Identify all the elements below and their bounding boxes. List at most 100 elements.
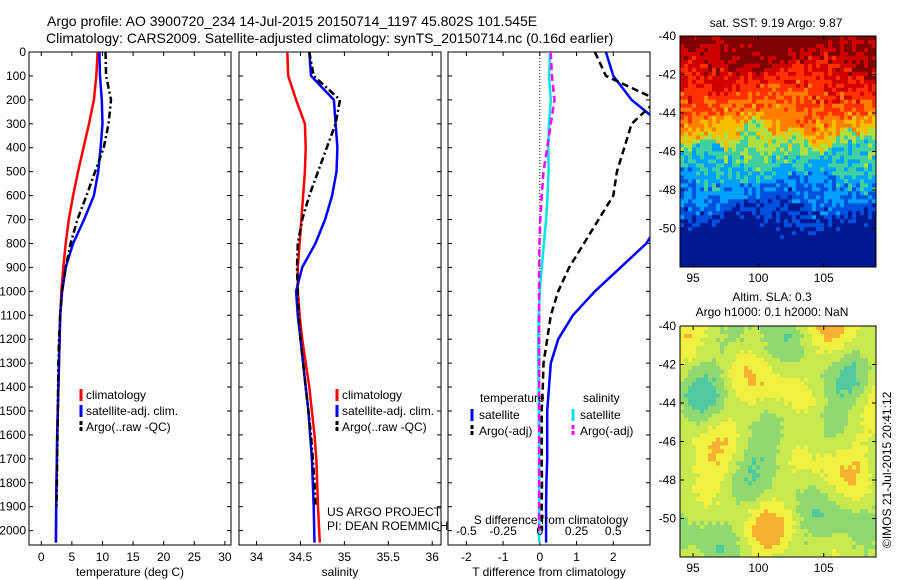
heatmap-cell bbox=[692, 235, 697, 240]
heatmap-cell bbox=[784, 127, 789, 132]
heatmap-cell bbox=[836, 389, 841, 395]
heatmap-cell bbox=[708, 115, 713, 121]
heatmap-cell bbox=[716, 227, 721, 232]
heatmap-cell bbox=[688, 83, 693, 89]
heatmap-cell bbox=[780, 95, 785, 101]
heatmap-cell bbox=[744, 43, 749, 49]
heatmap-cell bbox=[760, 449, 765, 454]
heatmap-cell bbox=[760, 369, 765, 375]
heatmap-cell bbox=[704, 207, 709, 212]
heatmap-cell bbox=[732, 437, 737, 442]
heatmap-cell bbox=[780, 235, 785, 240]
heatmap-cell bbox=[712, 227, 717, 232]
heatmap-cell bbox=[816, 71, 821, 77]
series-line bbox=[294, 52, 339, 543]
heatmap-cell bbox=[764, 163, 769, 168]
heatmap-cell bbox=[784, 243, 789, 248]
heatmap-cell bbox=[740, 243, 745, 248]
heatmap-cell bbox=[860, 95, 865, 101]
heatmap-cell bbox=[808, 195, 813, 200]
heatmap-cell bbox=[688, 477, 693, 482]
heatmap-cell bbox=[844, 151, 849, 156]
heatmap-cell bbox=[708, 36, 713, 41]
heatmap-cell bbox=[872, 155, 877, 160]
heatmap-cell bbox=[784, 251, 789, 256]
heatmap-cell bbox=[768, 87, 773, 93]
heatmap-cell bbox=[760, 211, 765, 216]
heatmap-cell bbox=[752, 43, 757, 49]
heatmap-cell bbox=[792, 115, 797, 121]
heatmap-cell bbox=[844, 71, 849, 77]
heatmap-cell bbox=[768, 207, 773, 212]
heatmap-cell bbox=[780, 329, 785, 335]
heatmap-cell bbox=[780, 473, 785, 478]
heatmap-cell bbox=[684, 461, 689, 466]
heatmap-cell bbox=[828, 259, 833, 264]
heatmap-cell bbox=[764, 55, 769, 61]
heatmap-cell bbox=[824, 469, 829, 474]
heatmap-cell bbox=[728, 465, 733, 470]
heatmap-cell bbox=[704, 155, 709, 160]
heatmap-cell bbox=[744, 223, 749, 228]
heatmap-cell bbox=[816, 373, 821, 379]
heatmap-cell bbox=[688, 139, 693, 144]
heatmap-cell bbox=[860, 36, 865, 41]
heatmap-cell bbox=[752, 123, 757, 128]
heatmap-cell bbox=[800, 243, 805, 248]
heatmap-cell bbox=[780, 155, 785, 160]
heatmap-cell bbox=[736, 195, 741, 200]
heatmap-cell bbox=[720, 477, 725, 482]
heatmap-cell bbox=[700, 259, 705, 264]
heatmap-cell bbox=[844, 357, 849, 363]
heatmap-cell bbox=[804, 151, 809, 156]
heatmap-cell bbox=[724, 417, 729, 422]
heatmap-cell bbox=[728, 329, 733, 335]
heatmap-cell bbox=[848, 365, 853, 371]
heatmap-cell bbox=[700, 353, 705, 359]
heatmap-cell bbox=[696, 79, 701, 85]
heatmap-cell bbox=[680, 251, 685, 256]
heatmap-cell bbox=[840, 445, 845, 450]
heatmap-cell bbox=[820, 445, 825, 450]
heatmap-cell bbox=[808, 413, 813, 418]
heatmap-cell bbox=[684, 183, 689, 188]
heatmap-cell bbox=[696, 135, 701, 140]
heatmap-cell bbox=[824, 167, 829, 172]
heatmap-cell bbox=[864, 143, 869, 148]
x-tick-label: 34.5 bbox=[289, 550, 313, 564]
y-tick-label: 200 bbox=[6, 93, 26, 107]
heatmap-cell bbox=[800, 401, 805, 407]
heatmap-cell bbox=[732, 243, 737, 248]
heatmap-cell bbox=[748, 341, 753, 347]
heatmap-cell bbox=[840, 405, 845, 411]
heatmap-cell bbox=[684, 155, 689, 160]
heatmap-cell bbox=[700, 215, 705, 220]
heatmap-cell bbox=[812, 239, 817, 244]
heatmap-cell bbox=[688, 227, 693, 232]
heatmap-cell bbox=[852, 191, 857, 196]
heatmap-cell bbox=[812, 413, 817, 418]
heatmap-cell bbox=[688, 63, 693, 69]
heatmap-cell bbox=[688, 159, 693, 164]
heatmap-cell bbox=[868, 163, 873, 168]
heatmap-cell bbox=[816, 377, 821, 383]
heatmap-cell bbox=[772, 99, 777, 105]
heatmap-cell bbox=[780, 365, 785, 371]
heatmap-cell bbox=[872, 195, 877, 200]
heatmap-cell bbox=[800, 326, 805, 331]
heatmap-cell bbox=[808, 449, 813, 454]
heatmap-cell bbox=[692, 473, 697, 478]
heatmap-cell bbox=[736, 255, 741, 260]
heatmap-cell bbox=[872, 163, 877, 168]
heatmap-cell bbox=[764, 235, 769, 240]
heatmap-cell bbox=[696, 67, 701, 73]
heatmap-cell bbox=[808, 259, 813, 264]
heatmap-cell bbox=[764, 79, 769, 85]
heatmap-cell bbox=[784, 333, 789, 339]
heatmap-cell bbox=[764, 51, 769, 57]
heatmap-cell bbox=[704, 341, 709, 347]
heatmap-cell bbox=[744, 425, 749, 430]
heatmap-cell bbox=[716, 461, 721, 466]
heatmap-cell bbox=[800, 449, 805, 454]
heatmap-cell bbox=[768, 473, 773, 478]
